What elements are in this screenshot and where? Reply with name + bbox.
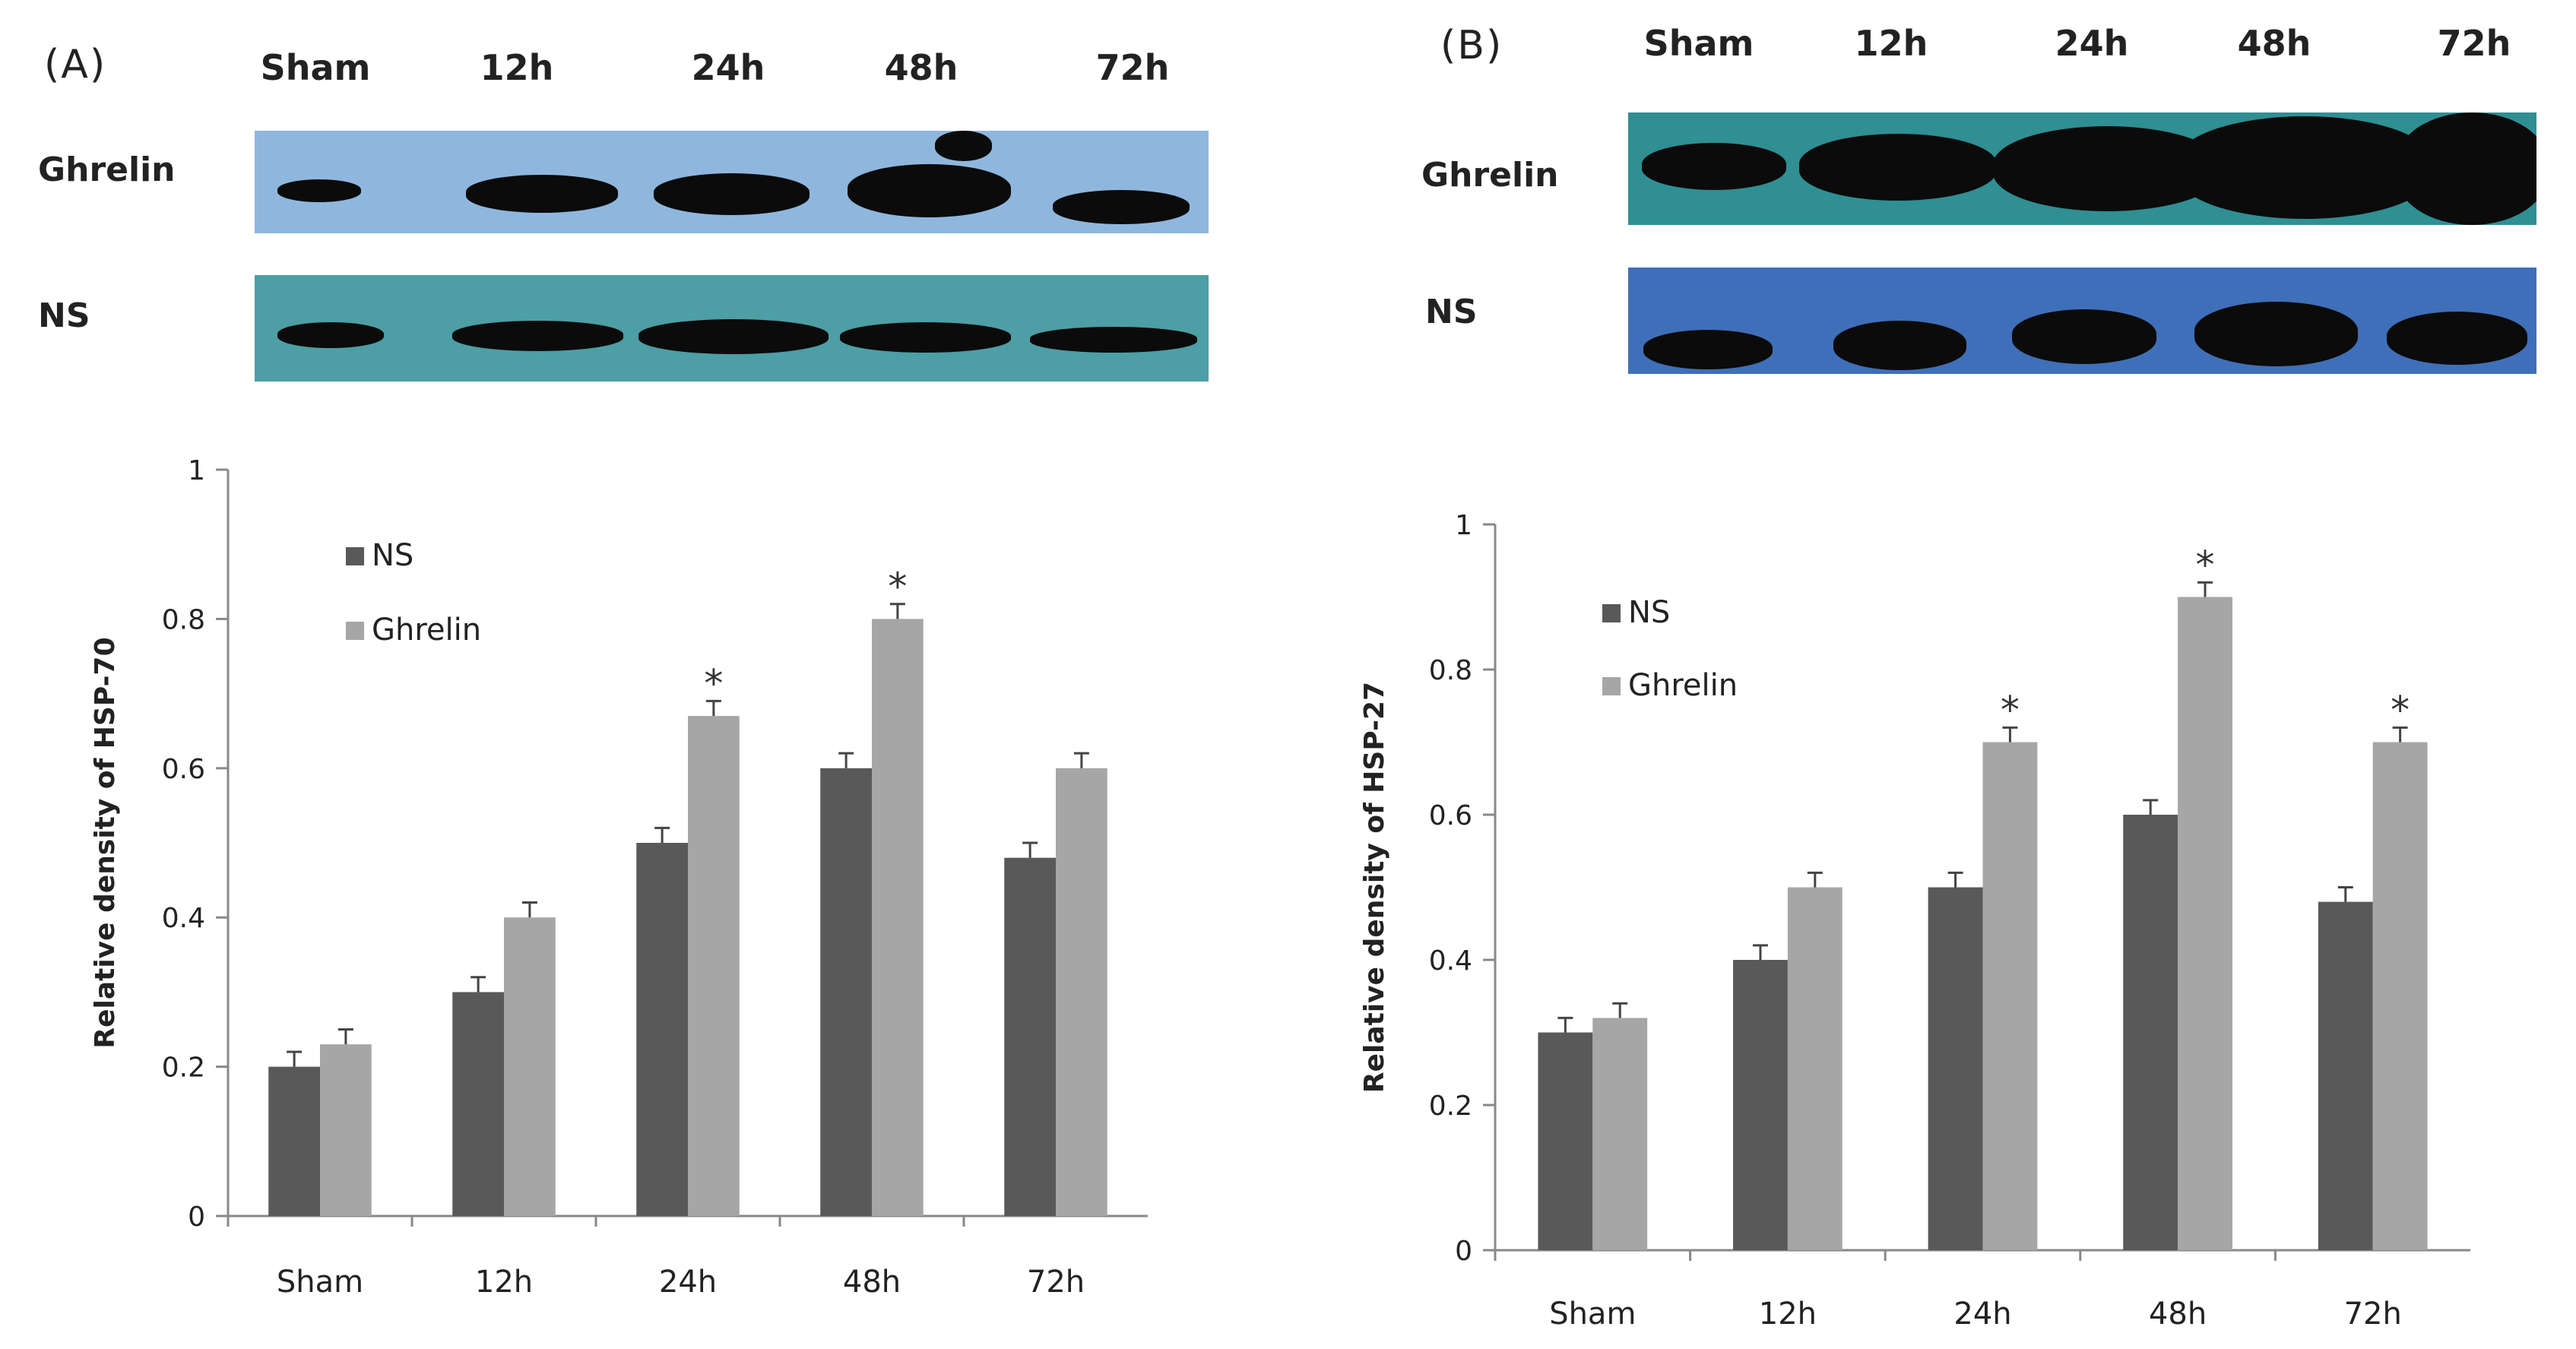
blot-band <box>654 173 810 215</box>
chart-b-y-tick-label: 0.8 <box>1429 655 1472 686</box>
blot-band <box>935 131 992 161</box>
blot-band <box>277 179 361 202</box>
panel-a-lane-sham: Sham <box>260 47 371 88</box>
panel-a-lane-24h: 24h <box>691 47 765 88</box>
blot-band <box>277 322 384 348</box>
chart-a-y-tick-label: 1 <box>188 455 205 486</box>
chart-a-legend-label-ns: NS <box>372 538 413 573</box>
chart-b-y-tick-label: 0.4 <box>1429 945 1472 977</box>
chart-a-bar-ghrelin-sham <box>320 1044 372 1216</box>
chart-b-x-tick-label: 24h <box>1953 1297 2011 1332</box>
chart-b-x-tick-label: 48h <box>2149 1297 2207 1332</box>
chart-b-bar-ghrelin-72h <box>2372 742 2428 1250</box>
panel-a-ns-blot <box>255 275 1209 382</box>
panel-b-label: (B) <box>1440 23 1503 68</box>
panel-b-ghrelin-blot <box>1628 112 2536 225</box>
blot-band <box>1642 143 1786 190</box>
chart-a-y-tick-label: 0.4 <box>162 903 205 934</box>
panel-b-ns-blot <box>1628 268 2536 374</box>
chart-a-legend-swatch-ns <box>346 547 364 565</box>
blot-band <box>2175 116 2434 219</box>
chart-b-significance-marker: * <box>2391 688 2410 732</box>
chart-b-bar-ghrelin-12h <box>1787 887 1842 1250</box>
chart-b-bar-ghrelin-48h <box>2178 597 2232 1250</box>
chart-b-legend-label-ghrelin: Ghrelin <box>1628 668 1738 703</box>
chart-a-bar-ns-72h <box>1004 857 1056 1216</box>
chart-a-bar-ghrelin-72h <box>1056 768 1107 1216</box>
panel-a-lane-72h: 72h <box>1095 47 1170 88</box>
blot-band <box>466 175 618 213</box>
panel-a-ghrelin-blot <box>255 131 1209 233</box>
blot-band <box>638 319 829 354</box>
chart-a-legend-label-ghrelin: Ghrelin <box>372 613 481 648</box>
chart-b-bar-ns-48h <box>2123 815 2178 1250</box>
chart-b-y-tick-label: 0.2 <box>1429 1091 1472 1122</box>
chart-a-x-tick-label: 48h <box>843 1265 901 1300</box>
chart-b-y-tick-label: 0.6 <box>1429 800 1472 831</box>
chart-a-y-tick-label: 0.2 <box>162 1053 205 1084</box>
blot-band <box>1643 330 1773 369</box>
chart-a-y-tick-label: 0 <box>188 1202 205 1233</box>
chart-a-bar-ghrelin-48h <box>872 619 924 1216</box>
chart-b-bar-ns-72h <box>2318 901 2373 1250</box>
blot-band <box>2194 302 2358 366</box>
chart-b-x-tick-label: 12h <box>1759 1297 1817 1332</box>
chart-a-bar-ns-sham <box>268 1066 320 1216</box>
chart-b-bar-ghrelin-sham <box>1592 1018 1648 1250</box>
chart-b-y-tick-label: 0 <box>1455 1236 1472 1267</box>
chart-a-x-tick-label: 24h <box>659 1265 717 1300</box>
chart-a-y-tick-label: 0.6 <box>162 754 205 785</box>
panel-b-row-ns-label: NS <box>1425 293 1478 331</box>
chart-a-x-tick-label: Sham <box>277 1265 363 1300</box>
blot-band <box>1833 321 1966 370</box>
blot-band <box>2387 312 2527 365</box>
chart-a-y-tick-label: 0.8 <box>162 604 205 635</box>
chart-b-legend-swatch-ns <box>1602 604 1621 622</box>
chart-b-legend-swatch-ghrelin <box>1602 677 1621 695</box>
blot-band <box>1799 134 1997 201</box>
chart-b-bar-ghrelin-24h <box>1982 742 2038 1250</box>
chart-a-x-tick-label: 12h <box>475 1265 533 1300</box>
chart-a-bar-ns-24h <box>636 843 688 1216</box>
chart-b-y-tick-label: 1 <box>1455 510 1472 541</box>
blot-band <box>1030 327 1197 353</box>
blot-band <box>840 322 1011 353</box>
chart-b-significance-marker: * <box>2196 543 2215 587</box>
blot-band <box>1053 190 1190 224</box>
chart-b-legend-label-ns: NS <box>1628 595 1670 630</box>
chart-b-x-tick-label: 72h <box>2344 1297 2402 1332</box>
panel-b-lane-72h: 72h <box>2437 23 2511 64</box>
panel-b-lane-sham: Sham <box>1643 23 1754 64</box>
chart-a-bar-ghrelin-12h <box>504 917 556 1216</box>
blot-band <box>2396 112 2536 225</box>
blot-band <box>452 321 623 351</box>
panel-a-row-ghrelin-label: Ghrelin <box>38 150 176 189</box>
chart-a-bar-ns-48h <box>820 768 872 1216</box>
chart-a-bar-ghrelin-24h <box>688 716 740 1216</box>
chart-a-significance-marker: * <box>704 661 723 705</box>
panel-a-row-ns-label: NS <box>38 296 90 335</box>
chart-a-bar-ns-12h <box>452 992 504 1216</box>
panel-b-lane-48h: 48h <box>2237 23 2311 64</box>
panel-b-lane-24h: 24h <box>2055 23 2129 64</box>
chart-b-significance-marker: * <box>2001 688 2020 732</box>
chart-b-x-tick-label: Sham <box>1549 1297 1636 1332</box>
panel-a-lane-48h: 48h <box>884 47 958 88</box>
chart-b-bar-ns-12h <box>1733 960 1788 1250</box>
chart-b-bar-ns-sham <box>1538 1032 1593 1250</box>
chart-a-significance-marker: * <box>888 565 907 609</box>
panel-a-label: (A) <box>44 42 107 87</box>
panel-b-row-ghrelin-label: Ghrelin <box>1421 156 1559 195</box>
chart-b-y-axis-label: Relative density of HSP-27 <box>1359 682 1390 1093</box>
chart-a-legend-swatch-ghrelin <box>346 622 364 640</box>
chart-b-bar-ns-24h <box>1928 887 1983 1250</box>
chart-a-y-axis-label: Relative density of HSP-70 <box>90 637 121 1048</box>
panel-a-lane-12h: 12h <box>480 47 554 88</box>
panel-b-lane-12h: 12h <box>1854 23 1928 64</box>
chart-a-x-tick-label: 72h <box>1027 1265 1085 1300</box>
blot-band <box>848 164 1011 217</box>
blot-band <box>2012 309 2156 364</box>
